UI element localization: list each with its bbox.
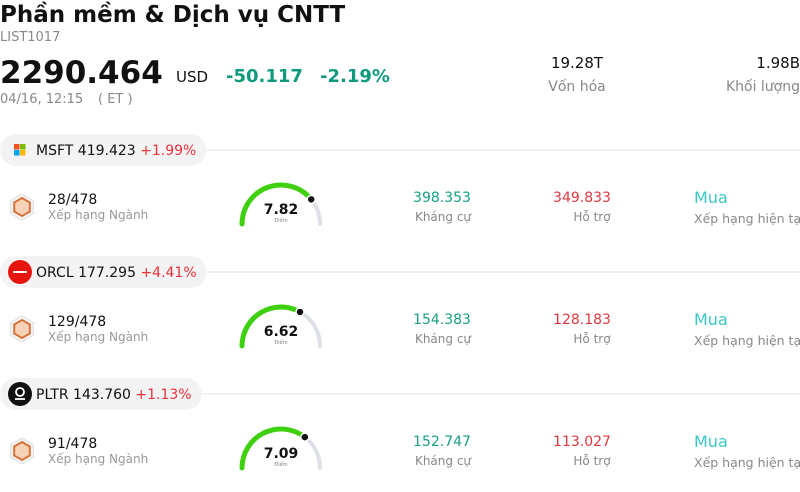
logo xyxy=(14,150,20,156)
resistance-label: Kháng cự xyxy=(415,332,472,346)
stock-pill xyxy=(0,256,207,288)
change-pct: -2.19% xyxy=(320,66,390,87)
stat-value: 19.28T xyxy=(551,54,604,72)
resistance-label: Kháng cự xyxy=(415,210,472,224)
ticker: ORCL xyxy=(36,265,74,281)
rating-label: Xếp hạng hiện tại xyxy=(694,455,800,470)
title: Phần mềm & Dịch vụ CNTT xyxy=(0,1,345,28)
logo xyxy=(15,387,25,397)
stock-price: 419.423 xyxy=(78,143,136,159)
logo xyxy=(13,271,27,273)
rank-label: Xếp hạng Ngành xyxy=(48,452,148,466)
gauge-value xyxy=(239,304,303,349)
score-label: Điểm xyxy=(274,339,287,346)
rank: 91/478 xyxy=(48,436,97,452)
score: 7.09 xyxy=(264,446,299,462)
resistance-label: Kháng cự xyxy=(415,454,472,468)
resistance: 154.383 xyxy=(413,312,471,328)
score-label: Điểm xyxy=(274,461,287,468)
rank-label: Xếp hạng Ngành xyxy=(48,208,148,222)
stock-price: 143.760 xyxy=(73,387,131,403)
rank-icon xyxy=(13,440,31,462)
score: 6.62 xyxy=(264,324,299,340)
rating: Mua xyxy=(694,310,728,329)
currency: USD xyxy=(176,68,208,86)
rating-label: Xếp hạng hiện tại xyxy=(694,211,800,226)
stock-pill xyxy=(0,134,207,166)
rating: Mua xyxy=(694,432,728,451)
ticker: MSFT xyxy=(36,143,74,159)
support-label: Hỗ trợ xyxy=(573,454,611,468)
code: LIST1017 xyxy=(0,30,60,45)
stock-change: +4.41% xyxy=(140,265,196,281)
gauge-value xyxy=(239,426,308,471)
support-label: Hỗ trợ xyxy=(573,332,611,346)
stock-change: +1.99% xyxy=(140,143,196,159)
logo xyxy=(14,144,20,150)
time: 04/16, 12:15 xyxy=(0,92,83,107)
logo xyxy=(20,144,26,150)
stock-pill xyxy=(0,378,202,410)
rating-label: Xếp hạng hiện tại xyxy=(694,333,800,348)
change: -50.117 xyxy=(226,66,303,87)
logo xyxy=(8,382,32,406)
support: 128.183 xyxy=(553,312,611,328)
score: 7.82 xyxy=(264,202,299,218)
stock-quote: PLTR 143.760 +1.13% xyxy=(36,387,192,403)
rank-icon xyxy=(13,318,31,340)
rank-label: Xếp hạng Ngành xyxy=(48,330,148,344)
timezone: ( ET ) xyxy=(98,92,133,107)
support: 349.833 xyxy=(553,190,611,206)
logo xyxy=(20,150,26,156)
rating: Mua xyxy=(694,188,728,207)
rank: 28/478 xyxy=(48,192,97,208)
gauge-dot xyxy=(306,194,316,205)
ticker: PLTR xyxy=(36,387,69,403)
stock-change: +1.13% xyxy=(135,387,191,403)
support: 113.027 xyxy=(553,434,611,450)
gauge-dot xyxy=(295,307,305,317)
rank-icon xyxy=(13,196,31,218)
gauge-dot xyxy=(300,432,310,442)
stock-quote: ORCL 177.295 +4.41% xyxy=(36,265,197,281)
stock-quote: MSFT 419.423 +1.99% xyxy=(36,143,196,159)
stat-label: Vốn hóa xyxy=(548,78,605,95)
price: 2290.464 xyxy=(0,55,163,91)
resistance: 152.747 xyxy=(413,434,471,450)
score-label: Điểm xyxy=(274,217,287,224)
gauge-value xyxy=(239,182,314,227)
stock-price: 177.295 xyxy=(78,265,136,281)
rank: 129/478 xyxy=(48,314,106,330)
resistance: 398.353 xyxy=(413,190,471,206)
stat-label: Khối lượng xyxy=(726,78,800,95)
support-label: Hỗ trợ xyxy=(573,210,611,224)
stat-value: 1.98B xyxy=(756,54,800,72)
